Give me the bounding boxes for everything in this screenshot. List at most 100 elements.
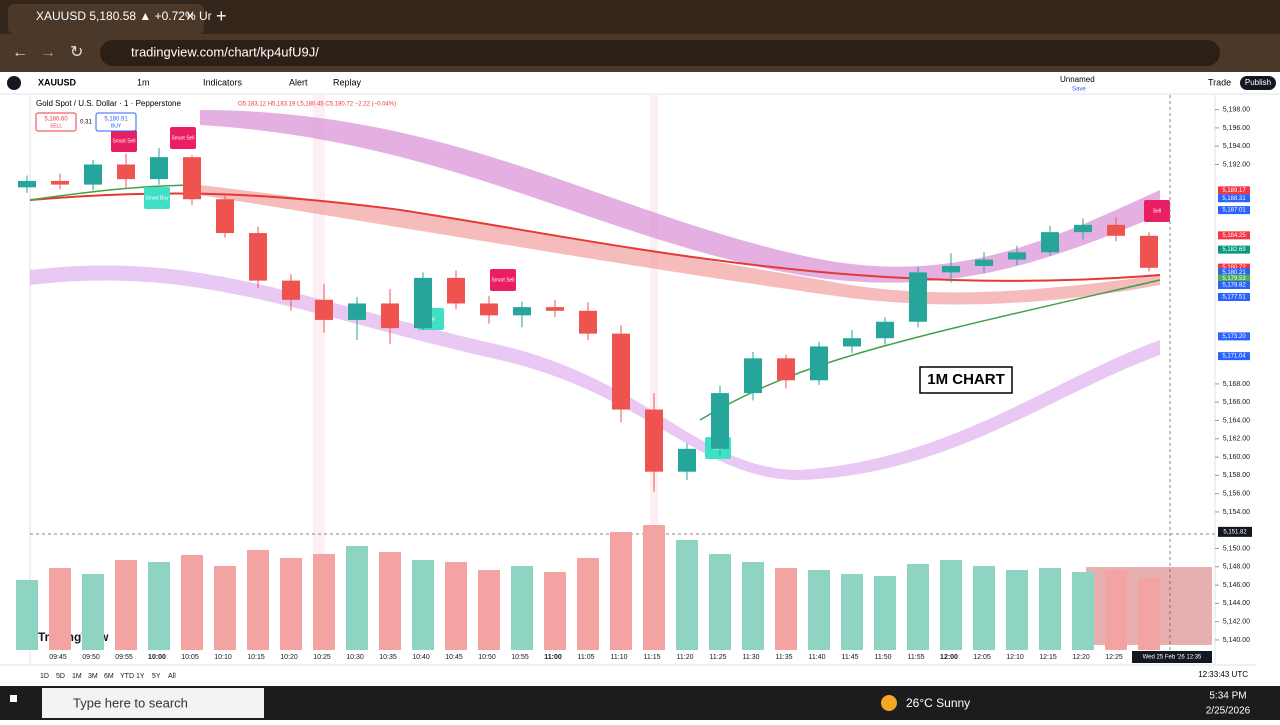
x-tick-label: 10:30 [346,654,364,661]
volume-bar [577,558,599,650]
x-tick-label: 10:15 [247,654,265,661]
volume-bar [82,574,104,650]
candle-body [183,157,201,200]
volume-bar [49,568,71,650]
range-button[interactable]: 1M [72,673,82,680]
y-tick-label: 5,158.00 [1223,472,1250,479]
x-tick-label: 10:10 [214,654,232,661]
price-level-box [1218,274,1250,283]
y-tick-label: 5,192.00 [1223,161,1250,168]
forward[interactable]: → [40,44,56,61]
x-tick-label: 10:05 [181,654,199,661]
range-button[interactable]: 5Y [152,673,161,680]
volume-bar [643,525,665,650]
x-tick-label: 10:20 [280,654,298,661]
weather-icon [881,695,897,711]
signal-box [170,127,196,149]
x-tick-label: 12:10 [1006,654,1024,661]
toolbar-button[interactable]: Alert [289,77,308,87]
date: 2/25/2026 [1206,706,1251,717]
volume-bar [280,558,302,650]
range-button[interactable]: 1Y [136,673,145,680]
buy-label: BUY [111,123,122,129]
candle-body [315,299,333,320]
candle-body [909,272,927,322]
y-tick-label: 5,140.00 [1223,637,1250,644]
layout-name[interactable]: Unnamed [1060,75,1095,84]
address-bar[interactable] [100,40,1220,66]
interval[interactable]: 1m [137,77,150,87]
range-button[interactable]: All [168,673,176,680]
volume-bar [544,572,566,650]
toolbar-button[interactable]: Indicators [203,77,243,87]
search-box[interactable] [42,688,264,718]
volume-bar [676,540,698,650]
y-tick-label: 5,148.00 [1223,564,1250,571]
y-tick-label: 5,162.00 [1223,436,1250,443]
y-tick-label: 5,194.00 [1223,143,1250,150]
symbol[interactable]: XAUUSD [38,77,77,87]
publish-button[interactable] [1240,76,1276,90]
start[interactable] [10,695,17,702]
search: Type here to search [73,695,188,710]
x-tick-label: 09:55 [115,654,133,661]
volume-bar [214,566,236,650]
x-tick-label: 11:45 [842,654,859,661]
crosshair-time-box [1132,651,1212,663]
y-tick-label: 5,166.00 [1223,399,1250,406]
avatar[interactable] [7,76,21,90]
buy-price: 5,180.91 [104,117,128,123]
candle-body [282,280,300,300]
volume-bar [478,570,500,650]
price-level-box [1218,263,1250,272]
save[interactable]: Save [1072,87,1086,93]
x-tick-label: 10:45 [445,654,463,661]
time: 5:34 PM [1209,691,1246,702]
volume-bar [1006,570,1028,650]
candle-body [480,303,498,316]
range-button[interactable]: 3M [88,673,98,680]
signal: Smart Buy [145,195,169,201]
session-highlight [313,95,325,555]
trade[interactable]: Trade [1208,77,1231,87]
range-button[interactable]: 1D [40,673,49,680]
candle-body [51,180,69,185]
reload[interactable]: ↻ [70,44,83,61]
x-tick-label: 10:00 [148,654,166,661]
volume-bar [874,576,896,650]
tab-close[interactable]: × [186,8,194,24]
volume-bar [1072,572,1094,650]
new-tab[interactable]: + [216,6,227,26]
volume-bar [1039,568,1061,650]
signal: Smart Sell [491,277,514,283]
price-level-box [1218,332,1250,341]
range-button[interactable]: 5D [56,673,65,680]
volume-bar [511,566,533,650]
price-level-label: 5,188.31 [1222,196,1246,202]
volume-bar [445,562,467,650]
toolbar-button[interactable]: Replay [333,77,362,87]
candle-body [447,277,465,304]
range-button[interactable]: YTD [120,673,134,680]
candle-body [84,164,102,185]
x-tick-label: 11:55 [908,654,925,661]
signal-box [111,130,137,152]
candle-body [381,303,399,329]
price-level-box [1218,268,1250,277]
tab[interactable] [8,4,204,34]
range-button[interactable]: 6M [104,673,114,680]
x-tick-label: 09:50 [82,654,100,661]
candle-body [348,303,366,320]
buy-button[interactable] [95,112,137,132]
crosshair-time: Wed 25 Feb '26 12:35 [1143,655,1202,661]
volume-bar [16,580,38,650]
candle-body [612,333,630,410]
volume-bar [412,560,434,650]
candle-body [414,277,432,329]
sell-button[interactable] [35,112,77,132]
crosshair-price-box [1218,526,1252,537]
volume-bar [808,570,830,650]
back[interactable]: ← [12,44,28,61]
volume-bar [610,532,632,650]
